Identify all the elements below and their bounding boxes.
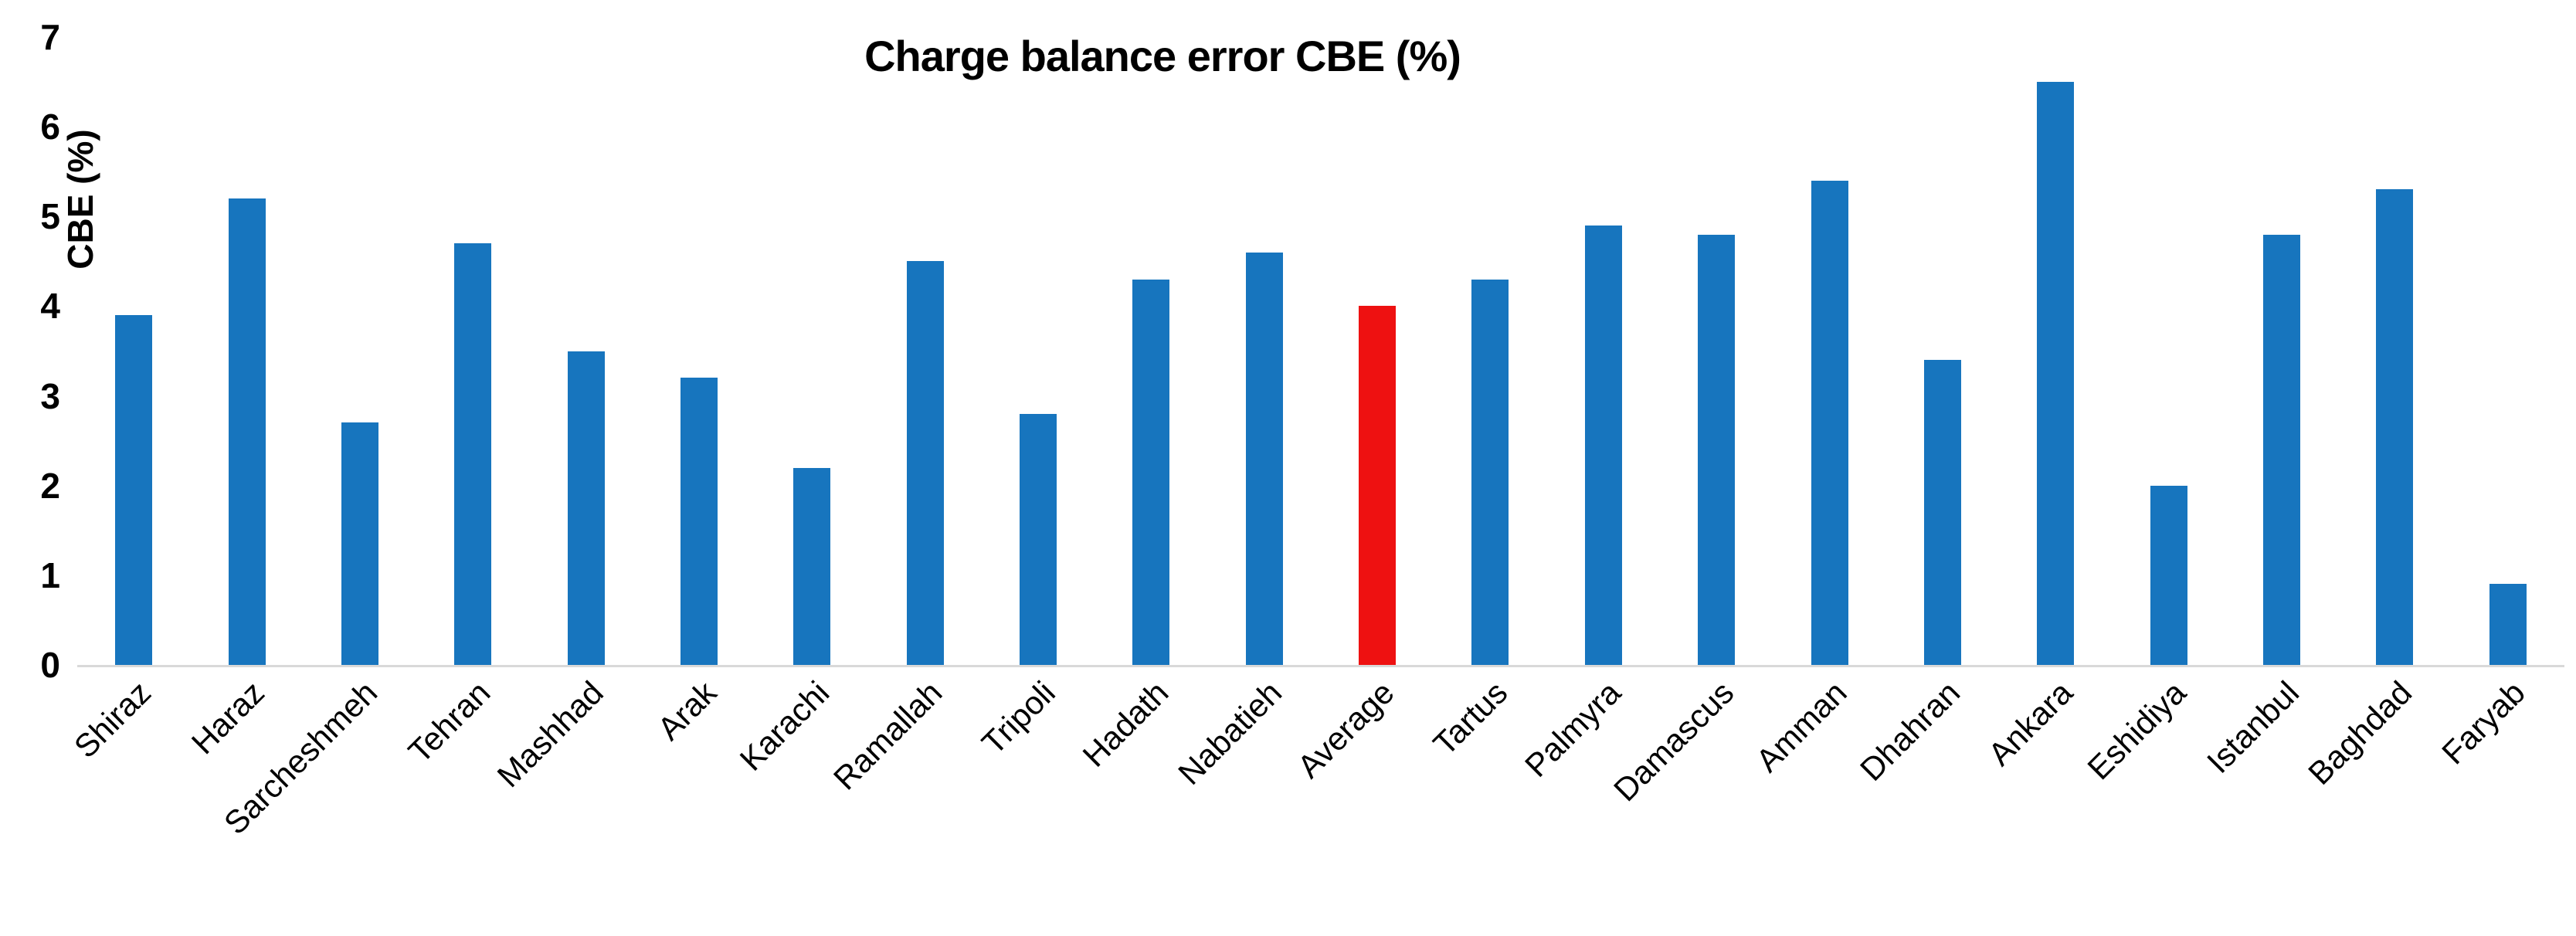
- bar-slot: [869, 37, 982, 665]
- x-label-slot: Baghdad: [2301, 665, 2451, 935]
- x-label-slot: Amman: [1749, 665, 1885, 935]
- bar-slot: [1886, 37, 1999, 665]
- bar: [567, 351, 605, 665]
- bar: [793, 467, 831, 665]
- bar-slot: [1773, 37, 1885, 665]
- x-label-slot: Istanbul: [2200, 665, 2338, 935]
- x-label-slot: Shiraz: [67, 665, 190, 935]
- bar-slot: [1999, 37, 2112, 665]
- bar: [1245, 252, 1283, 665]
- x-label-slot: Sarcheshmeh: [217, 665, 416, 935]
- x-label-slot: Dhahran: [1853, 665, 1999, 935]
- bar: [115, 315, 153, 665]
- y-tick-label: 5: [40, 196, 60, 237]
- bar: [1584, 225, 1622, 665]
- y-tick-label: 6: [40, 107, 60, 148]
- bar: [454, 243, 492, 665]
- bar-slot: [982, 37, 1095, 665]
- x-label-slot: Ramallah: [826, 665, 982, 935]
- x-label-slot: Eshidiya: [2080, 665, 2225, 935]
- bar-slot: [77, 37, 190, 665]
- bar: [1132, 279, 1170, 665]
- x-label-slot: Ankara: [1981, 665, 2112, 935]
- x-label-slot: Damascus: [1607, 665, 1773, 935]
- x-tick-label: Tripoli: [975, 673, 1063, 761]
- bar-slot: [1434, 37, 1546, 665]
- bar-average-highlight: [1359, 306, 1397, 665]
- bar-slot: [2112, 37, 2225, 665]
- bar: [341, 422, 378, 665]
- bar: [1471, 279, 1509, 665]
- bar: [2489, 584, 2527, 665]
- x-tick-label: Arak: [650, 673, 724, 748]
- x-label-slot: Karachi: [733, 665, 868, 935]
- bar-slot: [2225, 37, 2338, 665]
- bar-slot: [190, 37, 303, 665]
- bar: [2376, 189, 2414, 665]
- y-tick-label: 3: [40, 375, 60, 416]
- x-tick-label: Tartus: [1426, 673, 1515, 762]
- y-tick-label: 4: [40, 286, 60, 327]
- bar-slot: [304, 37, 416, 665]
- bar-slot: [1547, 37, 1660, 665]
- bar: [906, 261, 944, 665]
- bars-row: [77, 37, 2564, 665]
- bar-slot: [643, 37, 755, 665]
- x-label-slot: Tehran: [401, 665, 529, 935]
- bar: [1698, 234, 1736, 665]
- x-label-slot: Hadath: [1076, 665, 1207, 935]
- bar: [1020, 413, 1057, 665]
- bar-slot: [1095, 37, 1207, 665]
- bar: [2263, 234, 2300, 665]
- bar: [2150, 485, 2187, 665]
- x-label-slot: Tripoli: [975, 665, 1095, 935]
- bar: [1923, 360, 1961, 665]
- bar: [1811, 180, 1848, 665]
- x-axis-labels-row: Shiraz Haraz Sarcheshmeh Tehran Mashhad Arak K…: [67, 665, 2564, 935]
- x-label-slot: Palmyra: [1518, 665, 1660, 935]
- x-label-slot: Tartus: [1427, 665, 1546, 935]
- y-tick-label: 0: [40, 645, 60, 685]
- x-tick-label: Faryab: [2435, 673, 2532, 772]
- y-tick-label: 7: [40, 17, 60, 57]
- x-tick-label: Tehran: [401, 673, 497, 770]
- x-label-slot: Mashhad: [490, 665, 642, 935]
- x-label-slot: Average: [1291, 665, 1434, 935]
- bar-slot: [755, 37, 868, 665]
- chart-title: Charge balance error CBE (%): [864, 32, 1461, 80]
- bar-slot: [1321, 37, 1434, 665]
- bar-slot: [1208, 37, 1321, 665]
- bar: [2037, 82, 2075, 665]
- bar-slot: [2452, 37, 2564, 665]
- bar-slot: [2338, 37, 2451, 665]
- bar-slot: [1660, 37, 1773, 665]
- bar-slot: [529, 37, 642, 665]
- y-tick-label: 2: [40, 465, 60, 506]
- x-label-slot: Nabatieh: [1171, 665, 1321, 935]
- bar-slot: [416, 37, 529, 665]
- bar: [680, 378, 718, 665]
- x-label-slot: Faryab: [2435, 665, 2564, 935]
- bar: [228, 198, 266, 665]
- x-tick-label: Haraz: [184, 673, 271, 761]
- x-tick-label: Shiraz: [66, 673, 158, 765]
- y-tick-label: 1: [40, 554, 60, 595]
- x-label-slot: Arak: [643, 665, 755, 935]
